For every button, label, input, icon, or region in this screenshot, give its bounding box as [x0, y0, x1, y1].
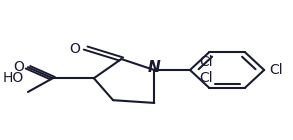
Text: O: O: [13, 60, 24, 74]
Text: Cl: Cl: [200, 71, 213, 85]
Text: O: O: [69, 42, 80, 56]
Text: HO: HO: [3, 71, 24, 85]
Text: N: N: [148, 60, 161, 75]
Text: Cl: Cl: [270, 63, 283, 77]
Text: Cl: Cl: [200, 55, 213, 69]
